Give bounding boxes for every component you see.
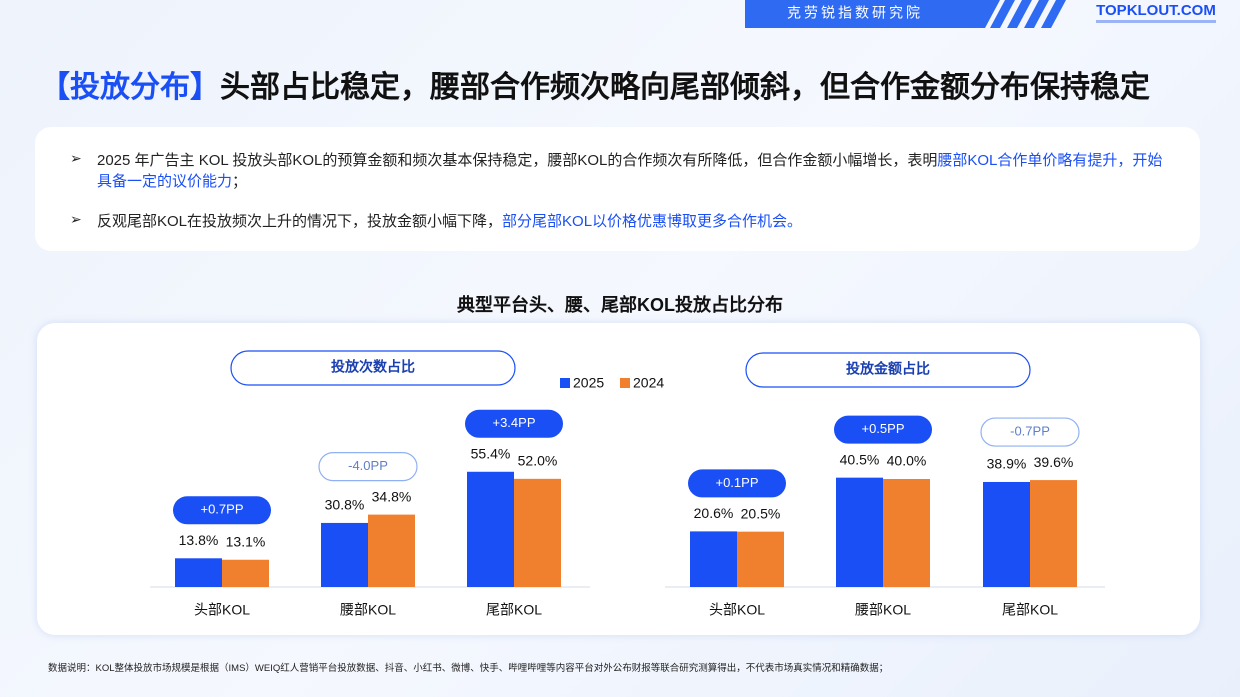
header-brand: 克劳锐指数研究院 — [787, 5, 923, 21]
title-text: 头部占比稳定，腰部合作频次略向尾部倾斜，但合作金额分布保持稳定 — [220, 71, 1150, 104]
bullet-arrow: ➢ — [70, 150, 82, 166]
change-pill — [834, 415, 932, 444]
bar — [175, 558, 222, 587]
bar — [321, 522, 368, 587]
bar — [222, 559, 269, 587]
summary-box — [35, 127, 1200, 251]
chart-pill — [745, 352, 1031, 388]
value-label: 39.6% — [1034, 454, 1074, 470]
stripe — [1041, 0, 1066, 28]
bullet-tail: ； — [232, 173, 248, 190]
change-pill — [173, 496, 271, 525]
chart-pill — [230, 350, 516, 386]
change-label: +0.1PP — [715, 475, 758, 490]
bullet-text: 2025 年广告主 KOL 投放头部KOL的预算金额和频次基本保持稳定，腰部KO… — [97, 152, 938, 169]
change-pill — [465, 409, 563, 438]
bullet: 2025 年广告主 KOL 投放头部KOL的预算金额和频次基本保持稳定，腰部KO… — [97, 150, 1167, 192]
header-band — [745, 0, 1000, 28]
x-tick-label: 头部KOL — [194, 602, 250, 618]
title: 【投放分布】头部占比稳定，腰部合作频次略向尾部倾斜，但合作金额分布保持稳定 — [40, 62, 1150, 106]
stripe — [1024, 0, 1049, 28]
change-pill — [980, 417, 1080, 447]
bar — [836, 477, 883, 587]
logo: TOPKLOUT.COM — [1096, 2, 1216, 19]
value-label: 40.5% — [840, 451, 880, 467]
bar — [1030, 480, 1077, 587]
bar — [690, 531, 737, 587]
change-label: +3.4PP — [492, 415, 535, 430]
value-label: 13.1% — [226, 533, 266, 549]
x-tick-label: 尾部KOL — [486, 602, 542, 618]
bar — [737, 531, 784, 587]
x-tick-label: 腰部KOL — [340, 602, 396, 618]
bar — [368, 514, 415, 587]
value-label: 30.8% — [325, 497, 365, 513]
bullet-highlight: 腰部KOL合作单价略有提升，开始具备一定的议价能力 — [97, 152, 1163, 190]
value-label: 38.9% — [987, 456, 1027, 472]
value-label: 13.8% — [179, 532, 219, 548]
value-label: 20.6% — [694, 505, 734, 521]
value-label: 40.0% — [887, 453, 927, 469]
change-label: -4.0PP — [348, 458, 388, 473]
value-label: 52.0% — [518, 453, 558, 469]
x-tick-label: 尾部KOL — [1002, 602, 1058, 618]
chart-subtitle: 投放金额占比 — [846, 361, 930, 377]
legend-swatch — [620, 378, 630, 388]
bullet-text: 反观尾部KOL在投放频次上升的情况下，投放金额小幅下降， — [97, 213, 503, 230]
bullet: 反观尾部KOL在投放频次上升的情况下，投放金额小幅下降，部分尾部KOL以价格优惠… — [97, 211, 1167, 232]
bar — [514, 478, 561, 587]
value-label: 20.5% — [741, 505, 781, 521]
change-label: -0.7PP — [1010, 424, 1050, 439]
stripe — [1007, 0, 1032, 28]
legend-swatch — [560, 378, 570, 388]
bullet-arrow: ➢ — [70, 211, 82, 227]
footnote: 数据说明：KOL整体投放市场规模是根据（IMS）WEIQ红人营销平台投放数据、抖… — [48, 663, 889, 674]
value-label: 55.4% — [471, 445, 511, 461]
bullet-highlight: 部分尾部KOL以价格优惠博取更多合作机会。 — [502, 213, 803, 230]
title-tag: 【投放分布】 — [40, 71, 220, 104]
change-pill — [318, 452, 418, 482]
stripe — [990, 0, 1015, 28]
value-label: 34.8% — [372, 488, 412, 504]
x-tick-label: 腰部KOL — [855, 602, 911, 618]
section-title: 典型平台头、腰、尾部KOL投放占比分布 — [457, 295, 783, 315]
bar — [983, 481, 1030, 587]
legend-label: 2025 — [573, 375, 604, 391]
logo-underline — [1096, 20, 1216, 23]
change-label: +0.7PP — [200, 502, 243, 517]
chart-subtitle: 投放次数占比 — [331, 359, 415, 375]
change-label: +0.5PP — [861, 421, 904, 436]
legend-label: 2024 — [633, 375, 664, 391]
bar — [883, 479, 930, 587]
bar — [467, 471, 514, 587]
x-tick-label: 头部KOL — [709, 602, 765, 618]
change-pill — [688, 469, 786, 498]
